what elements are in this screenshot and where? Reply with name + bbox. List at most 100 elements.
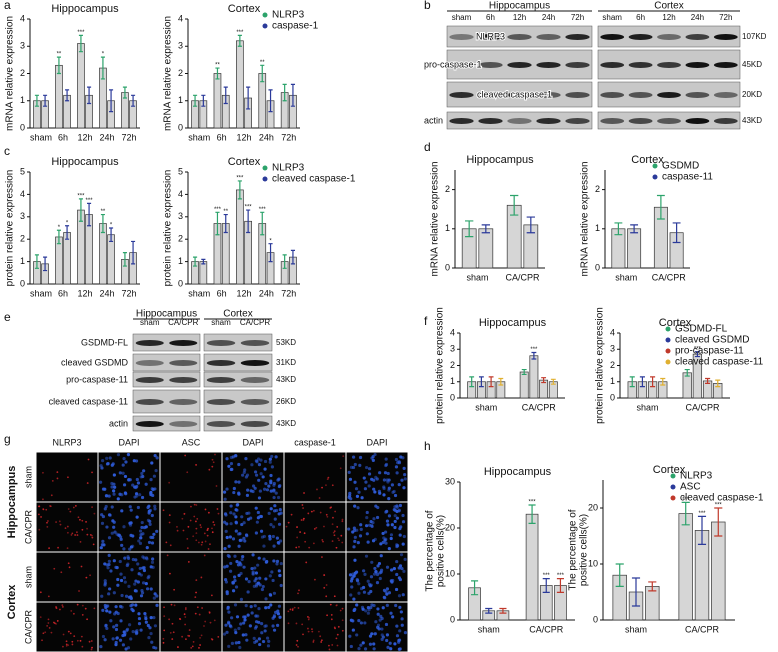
micrograph-cell (215, 485, 218, 487)
micrograph-cell (361, 641, 365, 645)
micrograph-cell (191, 645, 194, 648)
micrograph-cell (194, 596, 197, 599)
micrograph-cell (272, 559, 276, 563)
micrograph-cell (330, 618, 333, 621)
micrograph-cell (271, 525, 276, 529)
micrograph-cell (375, 580, 380, 585)
micrograph-cell (307, 627, 309, 630)
micrograph-cell (46, 521, 48, 524)
micrograph-cell (384, 622, 389, 627)
micrograph-cell (257, 607, 261, 611)
micrograph-cell (290, 513, 293, 516)
micrograph-cell (394, 603, 398, 608)
legend-marker (670, 495, 676, 501)
micrograph-cell (267, 511, 271, 516)
micrograph-cell (85, 576, 88, 579)
error-bar (656, 194, 665, 220)
micrograph (36, 452, 98, 502)
y-axis-label: mRNA relative expression (5, 16, 16, 131)
micrograph-cell (90, 640, 93, 642)
micrograph-cell (91, 646, 93, 649)
micrograph-cell (56, 477, 59, 480)
micrograph-cell (107, 553, 111, 558)
micrograph-cell (367, 472, 372, 476)
micrograph-cell (380, 627, 384, 631)
micrograph-cell (373, 452, 377, 457)
micrograph-cell (139, 594, 144, 598)
micrograph (160, 602, 222, 652)
image-column-label: NLRP3 (52, 437, 81, 447)
y-tick-label: 0 (593, 614, 598, 624)
blot-size: 43KD (276, 419, 296, 428)
micrograph-cell (225, 564, 229, 568)
bar (678, 513, 693, 621)
micrograph-cell (268, 574, 272, 578)
micrograph-cell (244, 457, 248, 461)
micrograph-cell (254, 577, 258, 581)
micrograph-cell (383, 471, 388, 475)
micrograph-cell (110, 463, 114, 467)
micrograph-cell (86, 533, 89, 536)
x-tick-label: 24h (99, 132, 114, 142)
micrograph-cell (119, 572, 123, 576)
micrograph-cell (268, 457, 272, 461)
blot-band (449, 92, 474, 98)
micrograph-cell (382, 493, 386, 497)
micrograph-cell (365, 532, 369, 536)
legend-label: cleaved caspase-1 (680, 493, 764, 504)
micrograph-cell (154, 468, 158, 473)
micrograph-cell (70, 610, 73, 612)
micrograph-cell (250, 566, 254, 571)
micrograph-cell (262, 534, 266, 539)
micrograph-cell (340, 534, 343, 537)
micrograph-cell (227, 610, 231, 614)
micrograph-cell (402, 466, 406, 470)
micrograph-cell (234, 515, 238, 519)
micrograph-cell (264, 624, 268, 628)
micrograph-cell (211, 531, 214, 534)
micrograph-cell (72, 506, 75, 509)
significance: ** (215, 63, 220, 69)
blot-strip (203, 353, 273, 372)
blot-band (135, 421, 164, 427)
micrograph-cell (244, 633, 248, 637)
micrograph-cell (321, 556, 323, 558)
micrograph-cell (372, 572, 377, 576)
micrograph-cell (155, 603, 159, 607)
micrograph-cell (204, 508, 207, 511)
micrograph-cell (67, 508, 70, 510)
micrograph-cell (325, 513, 328, 516)
micrograph-cell (131, 534, 135, 538)
micrograph-cell (51, 480, 54, 482)
blot-row-label: actin (109, 418, 128, 428)
micrograph-cell (353, 571, 357, 575)
error-bar (237, 180, 242, 200)
micrograph-cell (195, 591, 197, 594)
micrograph-cell (398, 503, 403, 508)
micrograph-cell (269, 481, 273, 485)
blot-row-label: pro-caspase-11 (66, 374, 128, 384)
micrograph-cell (361, 607, 365, 611)
micrograph-cell (256, 510, 260, 515)
significance: ** (101, 209, 106, 215)
error-bar (43, 94, 48, 107)
micrograph-cell (230, 616, 234, 620)
micrograph-cell (234, 521, 238, 525)
significance: *** (543, 573, 551, 579)
legend-marker (262, 165, 268, 171)
blot-band (600, 34, 625, 40)
chart-title: Hippocampus (479, 317, 547, 329)
micrograph-cell (256, 614, 260, 618)
error-bar (629, 376, 635, 388)
micrograph-cell (393, 514, 397, 518)
micrograph-cell (114, 565, 118, 569)
blot-band (713, 34, 738, 40)
micrograph-cell (334, 627, 336, 630)
micrograph-cell (394, 457, 399, 462)
micrograph-cell (373, 537, 377, 542)
micrograph-cell (402, 534, 406, 539)
micrograph-cell (402, 486, 406, 490)
blot-band (507, 118, 532, 124)
micrograph-cell (295, 644, 298, 646)
micrograph-cell (235, 503, 239, 507)
